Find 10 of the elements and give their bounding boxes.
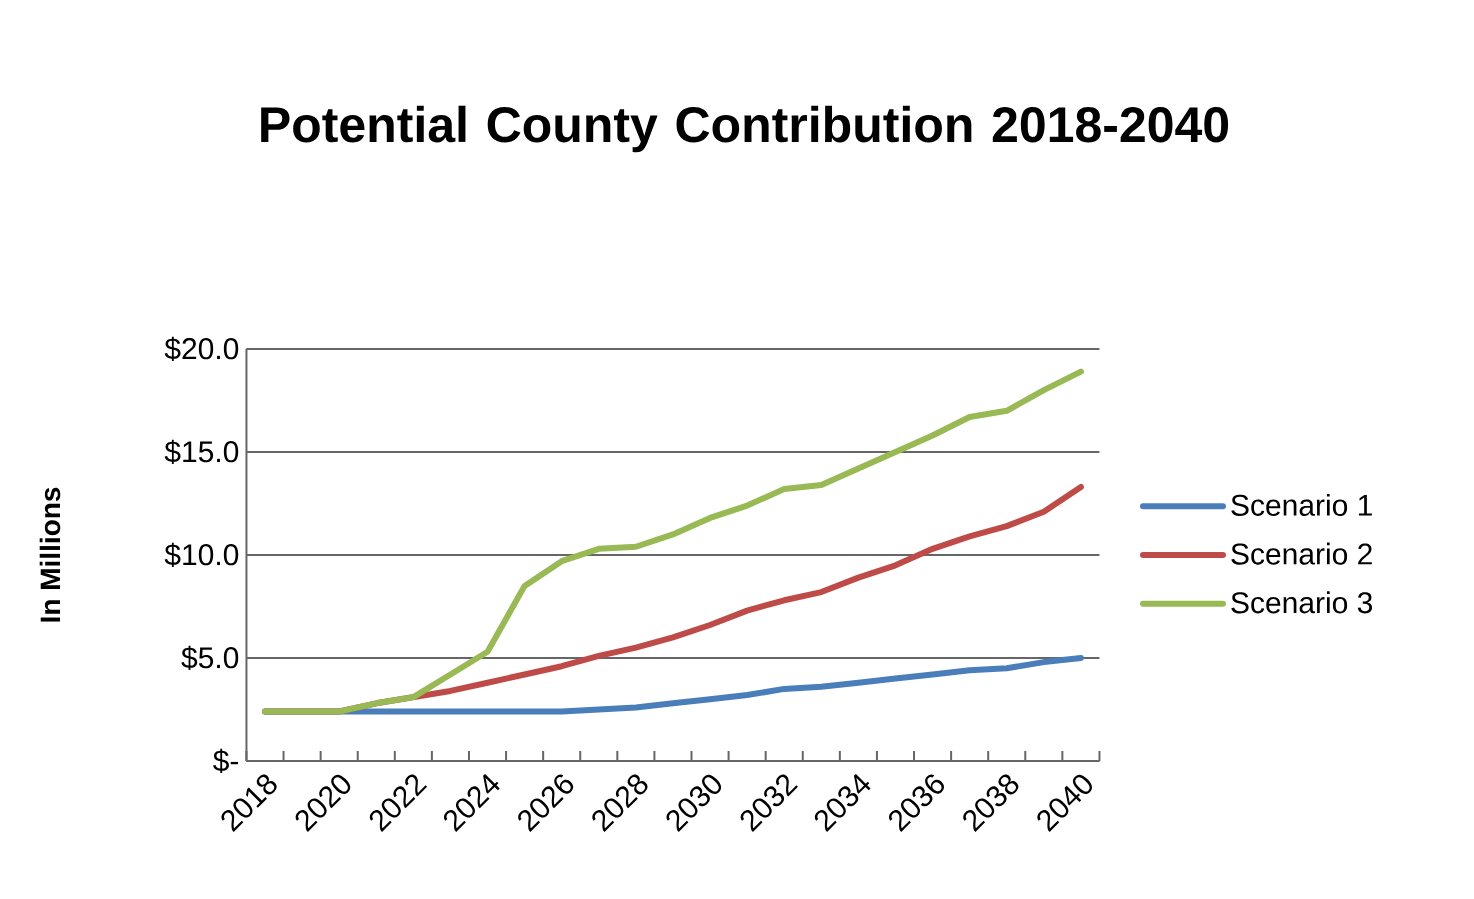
y-tick-label: $15.0 [164, 439, 239, 465]
legend-label: Scenario 2 [1231, 542, 1372, 565]
y-tick-label: $5.0 [181, 645, 239, 671]
y-tick-label: $10.0 [164, 542, 239, 568]
chart-title: Potential County Contribution 2018-2040 [261, 105, 1229, 153]
y-axis-title: In Millions [39, 487, 61, 622]
legend-label: Scenario 3 [1231, 591, 1373, 614]
legend-label: Scenario 1 [1231, 493, 1372, 516]
y-tick-label: $- [213, 748, 239, 774]
y-tick-label: $20.0 [164, 336, 239, 362]
